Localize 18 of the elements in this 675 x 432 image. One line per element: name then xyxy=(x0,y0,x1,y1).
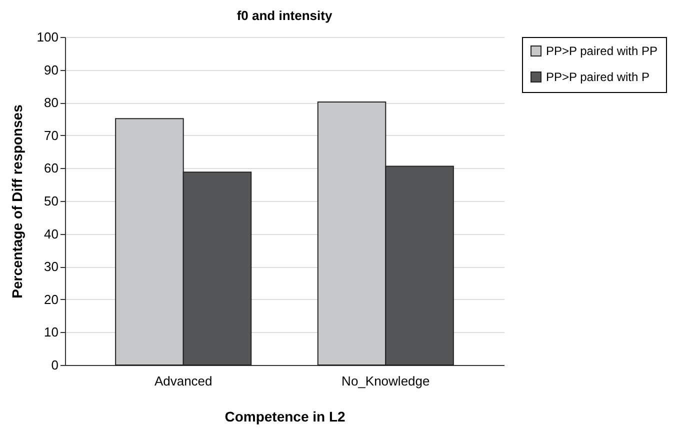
y-axis-title: Percentage of Diff responses xyxy=(8,104,25,298)
y-tick-label: 30 xyxy=(44,259,58,274)
x-axis-title: Competence in L2 xyxy=(224,408,346,424)
legend-label: PP>P paired with PP xyxy=(546,44,658,58)
y-tick-label: 50 xyxy=(44,194,58,208)
y-tick-label: 80 xyxy=(44,95,58,110)
y-tick-label: 10 xyxy=(44,324,58,340)
x-tick-label: Advanced xyxy=(154,374,212,388)
y-tick-label: 70 xyxy=(44,128,58,143)
y-tick-label: 20 xyxy=(44,292,58,307)
x-tick-label: No_Knowledge xyxy=(342,374,430,388)
y-tick-label: 100 xyxy=(36,30,58,44)
chart-title: f0 and intensity xyxy=(236,8,333,23)
y-tick-label: 60 xyxy=(44,160,58,176)
legend-label: PP>P paired with P xyxy=(546,70,650,84)
y-tick-label: 40 xyxy=(44,226,58,242)
y-tick-label: 90 xyxy=(44,62,58,78)
y-tick-label: 0 xyxy=(51,358,58,372)
